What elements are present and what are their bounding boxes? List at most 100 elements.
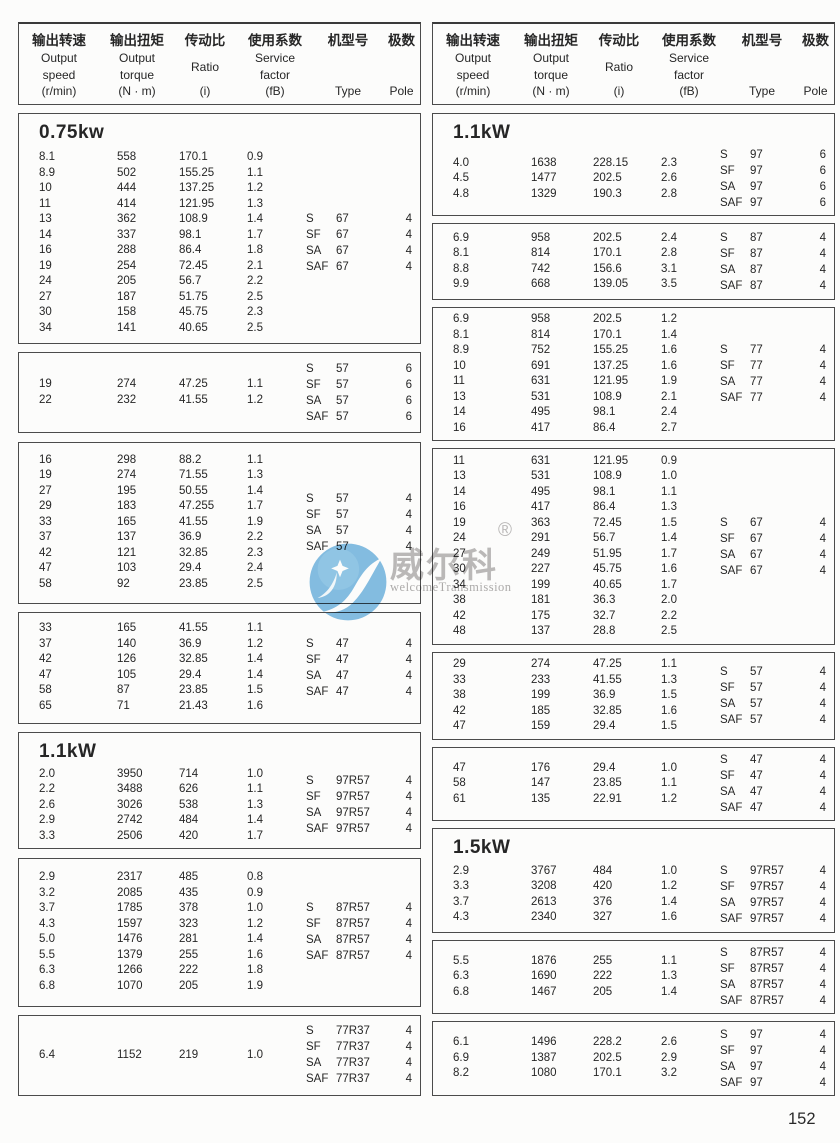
cell-ratio: 714 bbox=[179, 767, 199, 780]
type-size: 57 bbox=[336, 508, 349, 521]
cell-output-speed: 47 bbox=[453, 720, 466, 733]
cell-ratio: 51.95 bbox=[593, 547, 622, 560]
header-label: Type bbox=[748, 84, 775, 98]
cell-output-speed: 6.1 bbox=[453, 1036, 469, 1049]
cell-output-torque: 1876 bbox=[531, 954, 557, 967]
type-row: SAF 97 6 bbox=[720, 195, 832, 211]
cell-output-speed: 6.3 bbox=[453, 970, 469, 983]
table-row: 5.0 1476 281 1.4 bbox=[39, 932, 299, 948]
type-row: SF 47 4 bbox=[720, 768, 832, 784]
pole-value: 4 bbox=[819, 1028, 826, 1041]
type-size: 47 bbox=[336, 685, 349, 698]
type-row: SAF 77R37 4 bbox=[306, 1071, 418, 1087]
cell-output-speed: 19 bbox=[39, 378, 52, 391]
table-row: 11 631 121.95 0.9 bbox=[453, 454, 713, 470]
table-row: 5.5 1876 255 1.1 bbox=[453, 954, 713, 970]
cell-service-factor: 0.9 bbox=[247, 151, 263, 163]
cell-output-torque: 3026 bbox=[117, 798, 143, 811]
type-prefix: SA bbox=[720, 978, 736, 991]
cell-ratio: 29.4 bbox=[593, 720, 616, 733]
table-row: 58 92 23.85 2.5 bbox=[39, 577, 299, 593]
pole-value: 4 bbox=[405, 807, 412, 820]
pole-value: 4 bbox=[819, 564, 826, 577]
cell-service-factor: 0.9 bbox=[661, 454, 677, 467]
type-prefix: SA bbox=[306, 669, 322, 682]
cell-service-factor: 1.2 bbox=[247, 917, 263, 930]
section-title: 1.1kW bbox=[39, 741, 97, 763]
cell-output-speed: 8.1 bbox=[453, 247, 469, 260]
pole-value: 4 bbox=[819, 880, 826, 893]
cell-output-speed: 8.2 bbox=[453, 1067, 469, 1080]
type-row: SF 57 6 bbox=[306, 377, 418, 393]
table-row: 13 531 108.9 1.0 bbox=[453, 469, 713, 485]
type-row: SAF 97R57 4 bbox=[306, 821, 418, 837]
pole-value: 4 bbox=[405, 653, 412, 666]
header-ratio: 传动比 Ratio (i) bbox=[175, 29, 235, 98]
pole-value: 4 bbox=[819, 532, 826, 545]
type-size: 77 bbox=[750, 392, 763, 405]
type-size: 57 bbox=[336, 410, 349, 423]
cell-output-speed: 19 bbox=[39, 259, 52, 272]
type-prefix: SF bbox=[306, 508, 321, 521]
cell-ratio: 21.43 bbox=[179, 699, 208, 712]
cell-output-speed: 6.9 bbox=[453, 313, 469, 326]
cell-output-speed: 42 bbox=[39, 546, 52, 559]
cell-service-factor: 1.1 bbox=[661, 485, 677, 498]
header-label: torque bbox=[119, 67, 155, 82]
cell-ratio: 51.75 bbox=[179, 290, 208, 303]
type-row: SA 87 4 bbox=[720, 262, 832, 278]
header-service-factor: 使用系数 Service factor (fB) bbox=[235, 29, 315, 98]
cell-service-factor: 2.5 bbox=[247, 321, 263, 334]
type-prefix: SAF bbox=[306, 410, 329, 423]
type-row: SA 77R37 4 bbox=[306, 1055, 418, 1071]
cell-output-speed: 3.7 bbox=[453, 895, 469, 908]
type-prefix: SA bbox=[720, 181, 736, 193]
cell-service-factor: 2.3 bbox=[247, 306, 263, 318]
cell-ratio: 323 bbox=[179, 917, 199, 930]
table-row: 4.3 2340 327 1.6 bbox=[453, 910, 713, 926]
cell-service-factor: 1.0 bbox=[247, 767, 263, 780]
pole-value: 4 bbox=[819, 392, 826, 405]
type-row: S 77 4 bbox=[720, 342, 832, 358]
type-size: 47 bbox=[336, 669, 349, 682]
cell-output-speed: 6.4 bbox=[39, 1048, 55, 1061]
cell-ratio: 86.4 bbox=[179, 244, 202, 256]
cell-service-factor: 1.6 bbox=[661, 563, 677, 576]
cell-service-factor: 1.4 bbox=[661, 895, 677, 908]
cell-output-torque: 2085 bbox=[117, 886, 143, 899]
header-label: 极数 bbox=[388, 33, 415, 48]
cell-ratio: 202.5 bbox=[593, 172, 622, 185]
type-size: 87R57 bbox=[336, 950, 370, 963]
cell-ratio: 484 bbox=[593, 864, 613, 877]
cell-output-torque: 140 bbox=[117, 637, 137, 650]
table-row: 11 414 121.95 1.3 bbox=[39, 197, 299, 213]
cell-output-speed: 30 bbox=[453, 563, 466, 576]
table-row: 8.2 1080 170.1 3.2 bbox=[453, 1066, 713, 1082]
cell-output-torque: 1080 bbox=[531, 1067, 557, 1080]
cell-output-speed: 4.3 bbox=[453, 911, 469, 924]
type-size: 67 bbox=[750, 548, 763, 561]
pole-value: 4 bbox=[819, 231, 826, 244]
type-prefix: SAF bbox=[306, 823, 329, 836]
cell-ratio: 485 bbox=[179, 871, 199, 884]
type-prefix: SA bbox=[720, 548, 736, 561]
pole-value: 6 bbox=[819, 165, 826, 177]
cell-service-factor: 1.5 bbox=[661, 516, 677, 529]
type-row: S 97R57 4 bbox=[720, 863, 832, 879]
type-prefix: SF bbox=[720, 165, 735, 177]
cell-service-factor: 1.4 bbox=[247, 484, 263, 497]
cell-output-torque: 414 bbox=[117, 197, 137, 210]
type-size: 57 bbox=[750, 666, 763, 678]
cell-output-torque: 187 bbox=[117, 290, 137, 303]
table-row: 24 205 56.7 2.2 bbox=[39, 274, 299, 290]
cell-ratio: 29.4 bbox=[179, 668, 202, 681]
table-row: 30 158 45.75 2.3 bbox=[39, 305, 299, 321]
type-size: 87 bbox=[750, 279, 763, 292]
table-row: 13 531 108.9 2.1 bbox=[453, 390, 713, 406]
cell-output-speed: 33 bbox=[39, 622, 52, 635]
table-row: 9.9 668 139.05 3.5 bbox=[453, 277, 713, 293]
right-table-column: 输出转速 Output speed (r/min) 输出扭矩 Output torque (N… bbox=[432, 22, 835, 1096]
table-row: 3.2 2085 435 0.9 bbox=[39, 886, 299, 902]
cell-output-torque: 288 bbox=[117, 244, 137, 256]
type-row: SAF 97R57 4 bbox=[720, 911, 832, 927]
